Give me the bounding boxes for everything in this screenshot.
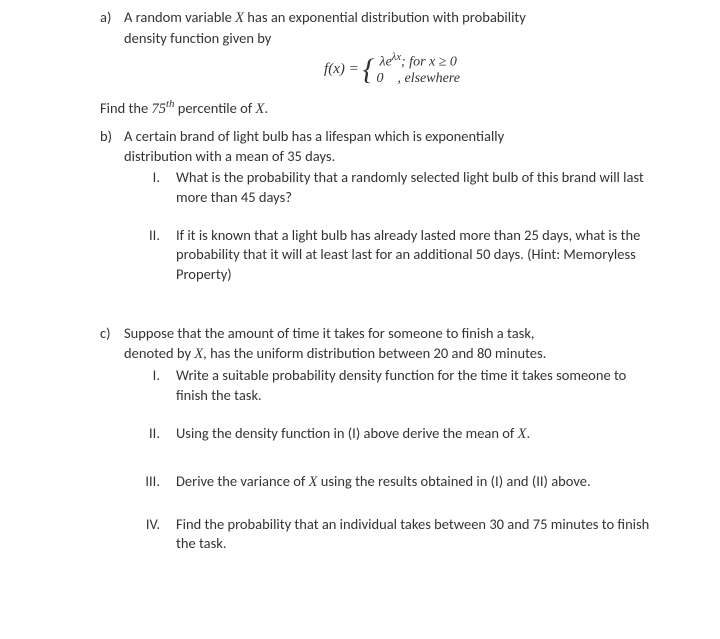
- a-find-1: Find the: [100, 99, 151, 117]
- a-intro-2: has an exponential distribution with pro…: [244, 8, 526, 26]
- a-case1-exp: λx: [392, 52, 401, 63]
- c-sub-iii: III. Derive the variance of X using the …: [124, 472, 660, 493]
- c-intro-2b: , has the uniform distribution between 2…: [203, 344, 546, 362]
- c-intro-1: Suppose that the amount of time it takes…: [124, 324, 535, 342]
- question-b: b) A certain brand of light bulb has a l…: [100, 127, 660, 302]
- document-page: a) A random variable X has an exponentia…: [0, 0, 720, 578]
- c-intro-2a: denoted by: [124, 344, 194, 362]
- a-find: Find the 75th percentile of X.: [100, 97, 660, 119]
- b-ii-body: If it is known that a light bulb has alr…: [176, 226, 660, 285]
- c-iv-label: IV.: [124, 515, 176, 554]
- c-intro-var: X: [194, 346, 203, 362]
- c-ii-label: II.: [124, 424, 176, 445]
- label-b: b): [100, 127, 124, 302]
- a-case2: 0 , elsewhere: [376, 71, 459, 87]
- b-i-label: I.: [124, 168, 176, 207]
- label-a: a): [100, 8, 124, 91]
- a-find-period: .: [264, 99, 268, 117]
- c-sub-iv: IV. Find the probability that an individ…: [124, 515, 660, 554]
- a-intro-1: A random variable: [124, 8, 235, 26]
- a-case1-cond: ; for x ≥ 0: [401, 55, 457, 70]
- c-ii-body: Using the density function in (I) above …: [176, 424, 660, 445]
- c-iv-body: Find the probability that an individual …: [176, 515, 660, 554]
- brace-icon: {: [362, 55, 374, 85]
- body-a: A random variable X has an exponential d…: [124, 8, 660, 91]
- body-b: A certain brand of light bulb has a life…: [124, 127, 660, 302]
- question-c: c) Suppose that the amount of time it ta…: [100, 324, 660, 556]
- c-ii-period: .: [526, 424, 530, 442]
- label-c: c): [100, 324, 124, 556]
- c-iii-text-a: Derive the variance of: [176, 472, 309, 490]
- b-sub-i: I. What is the probability that a random…: [124, 168, 660, 207]
- body-c: Suppose that the amount of time it takes…: [124, 324, 660, 556]
- a-find-2: percentile of: [174, 99, 255, 117]
- a-find-var: X: [255, 101, 264, 117]
- b-intro-2: distribution with a mean of 35 days.: [124, 147, 335, 165]
- a-formula-lhs: f(x) =: [324, 61, 362, 77]
- a-case1: λe: [380, 55, 392, 70]
- a-formula: f(x) = {λeλx; for x ≥ 00 , elsewhere: [124, 52, 660, 87]
- c-i-label: I.: [124, 366, 176, 405]
- b-intro-1: A certain brand of light bulb has a life…: [124, 127, 504, 145]
- c-iii-text-b: using the results obtained in (I) and (I…: [317, 472, 590, 490]
- a-formula-brace: {λeλx; for x ≥ 00 , elsewhere: [362, 52, 459, 87]
- c-ii-text-a: Using the density function in (I) above …: [176, 424, 518, 442]
- a-intro-var: X: [235, 10, 244, 26]
- b-i-body: What is the probability that a randomly …: [176, 168, 660, 207]
- c-iii-body: Derive the variance of X using the resul…: [176, 472, 660, 493]
- c-sub-i: I. Write a suitable probability density …: [124, 366, 660, 405]
- a-intro-3: density function given by: [124, 29, 271, 47]
- question-a: a) A random variable X has an exponentia…: [100, 8, 660, 91]
- b-sub-ii: II. If it is known that a light bulb has…: [124, 226, 660, 285]
- c-sub-ii: II. Using the density function in (I) ab…: [124, 424, 660, 445]
- c-i-body: Write a suitable probability density fun…: [176, 366, 660, 405]
- a-find-num: 75: [151, 101, 166, 117]
- c-iii-label: III.: [124, 472, 176, 493]
- b-ii-label: II.: [124, 226, 176, 285]
- a-formula-cases: λeλx; for x ≥ 00 , elsewhere: [376, 52, 459, 87]
